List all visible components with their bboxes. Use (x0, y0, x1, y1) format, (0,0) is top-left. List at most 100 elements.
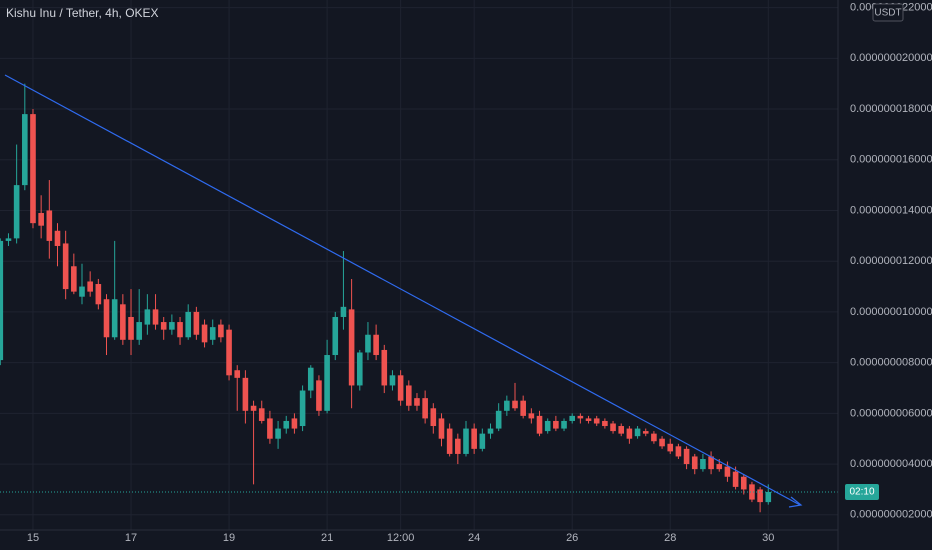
candle-body (618, 426, 625, 434)
candle-body (54, 230, 61, 246)
candle-body (177, 322, 183, 338)
candle-body (160, 322, 167, 330)
candle-body (716, 464, 723, 470)
candle-body (316, 380, 322, 411)
y-tick-label: 0.000000008000 (850, 357, 932, 369)
candle-body (250, 405, 257, 411)
candle-body (765, 491, 772, 503)
candle-body (87, 281, 93, 292)
x-tick-label: 21 (321, 532, 333, 544)
candle-body (446, 428, 453, 454)
candle-body (569, 415, 575, 421)
candle-body (487, 428, 494, 434)
candle-body (691, 456, 698, 470)
candle-body (283, 420, 290, 429)
candle-body (512, 400, 518, 409)
candle-body (120, 304, 126, 340)
x-tick-label: 12:00 (387, 532, 415, 544)
candle-body (561, 420, 567, 429)
candle-body (463, 428, 469, 454)
x-tick-label: 15 (27, 532, 39, 544)
candle-body (299, 390, 306, 427)
candle-body (389, 375, 396, 386)
candle-body (275, 428, 281, 439)
candle-body (553, 420, 559, 429)
candle-body (95, 284, 102, 305)
labels: 0.000000002000 0.000000004000 0.0000000060… (27, 2, 932, 544)
candle-body (381, 349, 388, 386)
candle-body (185, 311, 192, 338)
candle-body (242, 377, 249, 411)
x-tick-label: 24 (468, 532, 480, 544)
candle-body (577, 415, 584, 419)
candle-body (193, 311, 200, 335)
x-tick-label: 26 (566, 532, 578, 544)
candle-body (724, 466, 731, 477)
currency-badge[interactable] (872, 3, 904, 22)
candle-body (740, 476, 747, 490)
candle-body (528, 413, 535, 419)
candle-body (455, 438, 461, 454)
candle-body (332, 316, 339, 356)
candle-body (406, 385, 412, 406)
candle-body (218, 324, 224, 338)
candle-body (209, 327, 216, 340)
candle-body (103, 299, 110, 338)
y-tick-label: 0.000000020000 (850, 52, 932, 64)
candle-body (13, 185, 20, 239)
candle-body (757, 489, 763, 503)
candle-body (340, 306, 347, 317)
candle-body (495, 410, 502, 429)
candle-body (520, 400, 526, 416)
candle-body (634, 428, 641, 437)
countdown-label: 02:10 (849, 487, 874, 498)
candle-body (602, 420, 608, 427)
candle-body (267, 418, 273, 439)
candle-body (479, 433, 486, 449)
candle-body (144, 309, 151, 325)
candle-body (536, 415, 543, 434)
candle-body (504, 400, 510, 411)
candle-body (258, 408, 265, 421)
x-tick-label: 30 (762, 532, 774, 544)
candle-body (234, 370, 241, 378)
candle-body (700, 458, 706, 470)
candle-body (152, 309, 159, 325)
y-tick-label: 0.000000002000 (850, 509, 932, 521)
candle-body (667, 443, 674, 452)
candle-body (708, 456, 714, 470)
candle-body (46, 210, 53, 241)
candle-body (226, 329, 232, 376)
y-tick-label: 0.000000012000 (850, 255, 932, 267)
candle-body (356, 352, 363, 386)
candles (0, 83, 838, 513)
candle-body (642, 431, 649, 434)
candle-body (683, 448, 690, 465)
candle-body (438, 418, 445, 439)
candle-body (659, 438, 665, 447)
candle-body (71, 266, 77, 292)
candle-body (749, 484, 755, 500)
x-tick-label: 19 (223, 532, 235, 544)
candle-body (732, 471, 739, 487)
trend-line (4, 74, 801, 506)
y-tick-label: 0.000000004000 (850, 458, 932, 470)
candle-body (414, 398, 420, 406)
candle-body (201, 324, 208, 343)
candle-body (544, 420, 551, 432)
y-tick-label: 0.000000018000 (850, 103, 932, 115)
y-tick-label: 0.000000010000 (850, 306, 932, 318)
candle-body (136, 322, 142, 340)
price-badge (845, 483, 879, 500)
candle-body (30, 114, 36, 224)
candle-body (610, 423, 616, 432)
trend-arrow (788, 496, 803, 508)
y-tick-label: 0.000000014000 (850, 204, 932, 216)
candle-body (128, 316, 134, 340)
candle-body (397, 375, 404, 401)
candle-body (22, 114, 28, 186)
candle-body (651, 433, 657, 442)
candle-body (307, 367, 314, 391)
candle-body (373, 334, 379, 356)
